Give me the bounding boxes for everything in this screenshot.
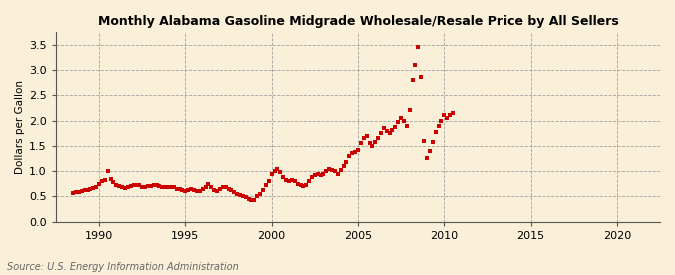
- Text: Source: U.S. Energy Information Administration: Source: U.S. Energy Information Administ…: [7, 262, 238, 272]
- Y-axis label: Dollars per Gallon: Dollars per Gallon: [15, 80, 25, 174]
- Title: Monthly Alabama Gasoline Midgrade Wholesale/Resale Price by All Sellers: Monthly Alabama Gasoline Midgrade Wholes…: [98, 15, 618, 28]
